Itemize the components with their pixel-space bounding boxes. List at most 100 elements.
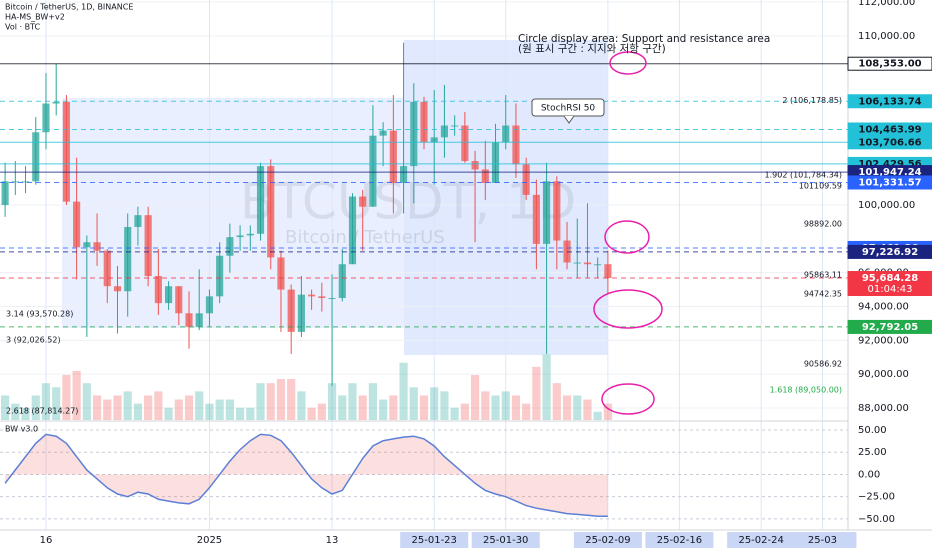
candle-body: [195, 313, 203, 327]
axes: 88,000.0090,000.0092,000.0094,000.0096,0…: [40, 0, 932, 548]
volume-bar: [389, 395, 398, 420]
candle-body: [21, 181, 30, 183]
level-label: 3 (92,026.52): [6, 335, 61, 344]
candle-body: [512, 125, 520, 165]
candle-body: [11, 181, 19, 183]
volume-bar: [440, 391, 449, 420]
candle-body: [287, 289, 295, 332]
y2-tick-label: 0.00: [858, 469, 880, 480]
annotation: Circle display area: Support and resista…: [518, 33, 770, 45]
candle-body: [481, 169, 489, 184]
volume-bar: [236, 407, 245, 420]
volume-bar: [542, 354, 551, 420]
chart-title: Bitcoin / TetherUS, 1D, BINANCE: [5, 3, 133, 12]
candle-body: [216, 255, 224, 297]
candle-body: [359, 196, 367, 207]
candle-body: [246, 233, 254, 236]
volume-bar: [419, 395, 429, 420]
price-label: 106,133.74: [858, 96, 921, 107]
candle-body: [103, 250, 111, 287]
candle-body: [348, 196, 357, 265]
candle-body: [62, 101, 70, 202]
volume-bar: [144, 395, 153, 420]
volume-bar: [266, 383, 275, 420]
candle-body: [144, 215, 152, 277]
candle-body: [42, 103, 50, 133]
y-tick-label: 100,000.00: [858, 200, 915, 211]
candle-body: [399, 166, 408, 184]
y2-tick-label: 50.00: [858, 425, 887, 436]
candle-body: [236, 235, 244, 238]
volume-bar: [501, 391, 510, 420]
candle-body: [491, 142, 500, 184]
watermark: Bitcoin / TetherUS: [285, 227, 445, 248]
volume-bar: [52, 387, 61, 420]
candle-body: [430, 137, 438, 143]
indicator: Vol · BTC: [5, 23, 41, 32]
x-tick-label: 13: [326, 535, 339, 546]
candle-body: [410, 101, 418, 167]
price-label-box: [847, 135, 932, 150]
candle-body: [532, 194, 540, 244]
x-label-bg: [573, 532, 642, 548]
candle-body: [471, 161, 479, 170]
volume-bar: [573, 395, 582, 420]
y2-tick-label: −25.00: [858, 492, 895, 503]
grid: [0, 0, 848, 530]
x-label-bg: [471, 532, 540, 548]
level-label: 1.902 (101,784.34): [765, 170, 843, 179]
volume-bar: [205, 403, 214, 420]
y2-tick-label: −50.00: [858, 514, 895, 525]
oscillator-area: [5, 434, 608, 517]
volume-bar: [399, 362, 408, 420]
candle-body: [83, 242, 91, 248]
y-tick-label: 110,000.00: [858, 31, 915, 42]
x-label-bg: [400, 532, 469, 548]
volume-bar: [532, 366, 541, 420]
price-label-box: [847, 319, 932, 334]
candle-body: [277, 257, 285, 290]
candle-body: [205, 296, 214, 314]
volume-bar: [195, 391, 204, 420]
candle-body: [573, 262, 581, 264]
x-tick-label: 25-01-23: [412, 535, 457, 546]
x-tick-label: 16: [40, 535, 53, 546]
volume-bar: [92, 395, 102, 420]
volume-bar: [450, 407, 459, 420]
candle-body: [267, 166, 275, 258]
price-label-box: [847, 56, 932, 71]
price-label: 92,792.05: [862, 322, 918, 333]
x-label-bg: [727, 532, 796, 548]
volume-bar: [552, 383, 561, 420]
x-tick-label: 25-03: [808, 535, 837, 546]
candle-body: [583, 262, 592, 265]
volume-bar: [164, 407, 173, 420]
volume-bar: [511, 395, 521, 420]
volume-bar: [358, 395, 367, 420]
x-tick-label: 25-02-09: [585, 535, 630, 546]
y-tick-label: 90,000.00: [858, 369, 909, 380]
level-label: 101109.59: [799, 182, 842, 191]
volume-bar: [297, 391, 306, 420]
volume-bar: [184, 395, 194, 420]
oscillator-line: [4, 433, 608, 517]
candle-body: [461, 125, 469, 162]
candle-body: [256, 166, 265, 234]
price-label: 101,947.24: [858, 167, 921, 178]
volume-bar: [348, 383, 357, 420]
volume-bar: [317, 403, 326, 420]
x-tick-label: 25-02-24: [738, 535, 783, 546]
x-label-bg: [645, 532, 714, 548]
callout: StochRSI 50: [541, 104, 596, 114]
candle-body: [52, 101, 60, 104]
level-label: 2.618 (87,814.27): [6, 407, 78, 416]
candle-body: [338, 264, 346, 299]
price-label: 102,429.56: [858, 159, 921, 170]
candle-body: [451, 125, 459, 127]
volume-bar: [41, 383, 51, 420]
candle-body: [328, 298, 336, 300]
price-label: 101,331.57: [858, 177, 921, 188]
volume-bar: [256, 383, 265, 420]
volume-bar: [481, 391, 490, 420]
